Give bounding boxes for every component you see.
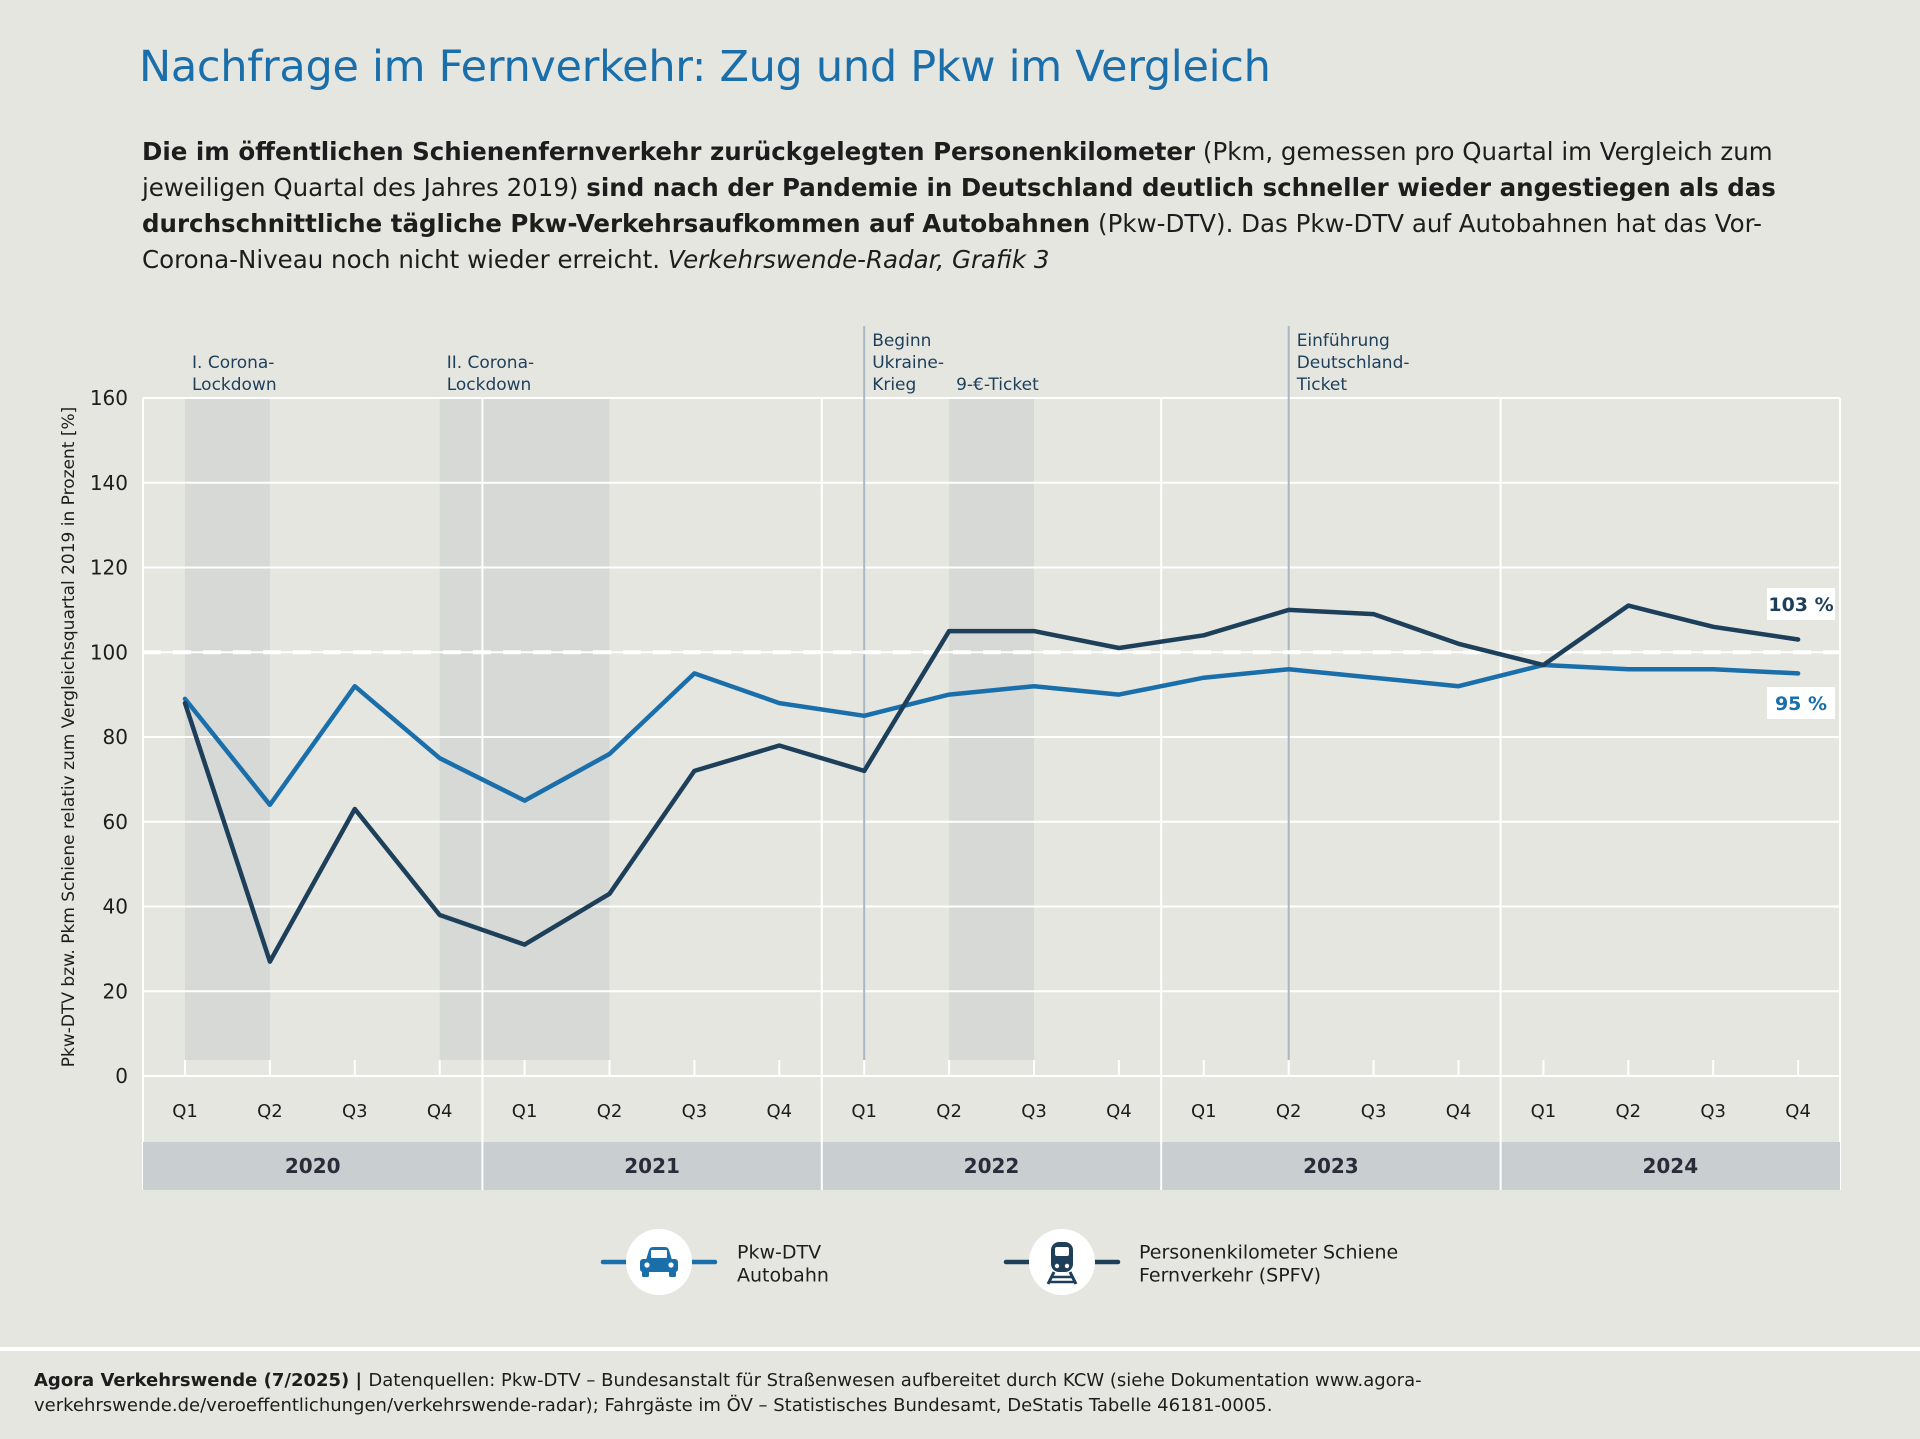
x-tick-label: Q2 bbox=[1615, 1101, 1641, 1122]
year-label-2024: 2024 bbox=[1642, 1154, 1698, 1178]
train-body bbox=[1051, 1242, 1073, 1272]
x-tick-label: Q3 bbox=[1700, 1101, 1726, 1122]
end-label-text: 103 % bbox=[1768, 594, 1833, 616]
annotation-period-3: 9-€-Ticket bbox=[956, 375, 1039, 395]
series-end-label-1: 95 % bbox=[1767, 687, 1835, 719]
subtitle-text-1: (Pkm, gemessen pro Quartal im Vergleich … bbox=[142, 137, 1773, 202]
end-label-box bbox=[1767, 687, 1835, 719]
x-tick-label: Q4 bbox=[427, 1101, 453, 1122]
train-rail bbox=[1046, 1271, 1056, 1285]
y-tick-label: 140 bbox=[90, 471, 128, 495]
x-tick-label: Q4 bbox=[766, 1101, 792, 1122]
y-tick-label: 20 bbox=[103, 979, 128, 1003]
legend-label-1: Pkw-DTV bbox=[737, 1242, 821, 1264]
y-tick-label: 100 bbox=[90, 640, 128, 664]
legend-label-2: Personenkilometer Schiene bbox=[1139, 1242, 1398, 1264]
annotation-period-2: Lockdown bbox=[447, 375, 532, 395]
annotation-event-2: Deutschland- bbox=[1297, 353, 1410, 373]
year-label-2021: 2021 bbox=[624, 1154, 680, 1178]
legend-label-1: Autobahn bbox=[737, 1265, 829, 1287]
chart-subtitle: Die im öffentlichen Schienenfernverkehr … bbox=[142, 134, 1842, 278]
series-line-1 bbox=[182, 662, 1801, 808]
annotation-event-1: Beginn bbox=[872, 331, 931, 351]
series-line-2 bbox=[182, 603, 1801, 964]
legend-item-1 bbox=[600, 1229, 718, 1295]
car-wheel bbox=[669, 1271, 676, 1277]
shaded-period-3 bbox=[949, 398, 1034, 1060]
x-tick-label: Q2 bbox=[1276, 1101, 1302, 1122]
x-tick-label: Q1 bbox=[1531, 1101, 1557, 1122]
train-window bbox=[1055, 1247, 1069, 1256]
legend-item-2 bbox=[1003, 1229, 1121, 1295]
train-icon bbox=[1046, 1242, 1078, 1285]
x-tick-label: Q3 bbox=[342, 1101, 368, 1122]
car-icon bbox=[640, 1247, 678, 1277]
annotation-event-2: Einführung bbox=[1297, 331, 1390, 351]
legend-label-2: Fernverkehr (SPFV) bbox=[1139, 1265, 1321, 1287]
year-label-2020: 2020 bbox=[285, 1154, 341, 1178]
year-label-2022: 2022 bbox=[964, 1154, 1020, 1178]
y-tick-label: 60 bbox=[103, 810, 128, 834]
year-band bbox=[143, 1142, 1840, 1190]
subtitle-source: Verkehrswende-Radar, Grafik 3 bbox=[667, 245, 1050, 274]
annotation-period-2: II. Corona- bbox=[447, 353, 534, 373]
car-wheel bbox=[642, 1271, 649, 1277]
subtitle-bold-1: Die im öffentlichen Schienenfernverkehr … bbox=[142, 137, 1196, 166]
x-tick-label: Q1 bbox=[851, 1101, 877, 1122]
x-tick-label: Q1 bbox=[1191, 1101, 1217, 1122]
y-tick-label: 160 bbox=[90, 386, 128, 410]
x-tick-label: Q4 bbox=[1446, 1101, 1472, 1122]
y-tick-label: 80 bbox=[103, 725, 128, 749]
x-tick-label: Q4 bbox=[1106, 1101, 1132, 1122]
x-tick-label: Q1 bbox=[172, 1101, 198, 1122]
subtitle-text-2: (Pkw-DTV). Das Pkw-DTV auf Autobahnen ha… bbox=[142, 209, 1762, 274]
y-tick-label: 120 bbox=[90, 556, 128, 580]
year-label-2023: 2023 bbox=[1303, 1154, 1359, 1178]
y-tick-label: 0 bbox=[115, 1064, 128, 1088]
car-window bbox=[651, 1250, 667, 1258]
car-light bbox=[668, 1262, 674, 1268]
x-tick-label: Q3 bbox=[682, 1101, 708, 1122]
x-tick-label: Q3 bbox=[1021, 1101, 1047, 1122]
x-tick-label: Q2 bbox=[257, 1101, 283, 1122]
annotation-event-2: Ticket bbox=[1296, 375, 1348, 395]
end-label-box bbox=[1767, 588, 1835, 620]
end-label-text: 95 % bbox=[1775, 693, 1827, 715]
shaded-period-2 bbox=[439, 398, 610, 1060]
page-title: Nachfrage im Fernverkehr: Zug und Pkw im… bbox=[139, 42, 1271, 92]
car-light bbox=[644, 1262, 650, 1268]
car-body bbox=[640, 1259, 678, 1272]
train-rail bbox=[1068, 1271, 1078, 1285]
annotation-period-1: I. Corona- bbox=[192, 353, 274, 373]
x-tick-label: Q4 bbox=[1785, 1101, 1811, 1122]
shaded-period-1 bbox=[185, 398, 270, 1060]
x-tick-label: Q2 bbox=[936, 1101, 962, 1122]
train-light bbox=[1054, 1263, 1060, 1269]
footer: Agora Verkehrswende (7/2025) | Datenquel… bbox=[34, 1368, 1894, 1418]
footer-divider bbox=[0, 1347, 1920, 1351]
subtitle-bold-2: sind nach der Pandemie in Deutschland de… bbox=[142, 173, 1776, 238]
series-end-label-2: 103 % bbox=[1767, 588, 1835, 620]
train-light bbox=[1064, 1263, 1070, 1269]
annotation-event-1: Krieg bbox=[872, 375, 916, 395]
x-tick-label: Q1 bbox=[512, 1101, 538, 1122]
annotation-period-1: Lockdown bbox=[192, 375, 277, 395]
x-tick-label: Q2 bbox=[597, 1101, 623, 1122]
y-tick-label: 40 bbox=[103, 895, 128, 919]
y-axis-title: Pkw-DTV bzw. Pkm Schiene relativ zum Ver… bbox=[59, 407, 79, 1068]
footer-sources: Datenquellen: Pkw-DTV – Bundesanstalt fü… bbox=[34, 1370, 1422, 1416]
annotation-event-1: Ukraine- bbox=[872, 353, 944, 373]
x-tick-label: Q3 bbox=[1361, 1101, 1387, 1122]
footer-publisher: Agora Verkehrswende (7/2025) | bbox=[34, 1370, 369, 1391]
